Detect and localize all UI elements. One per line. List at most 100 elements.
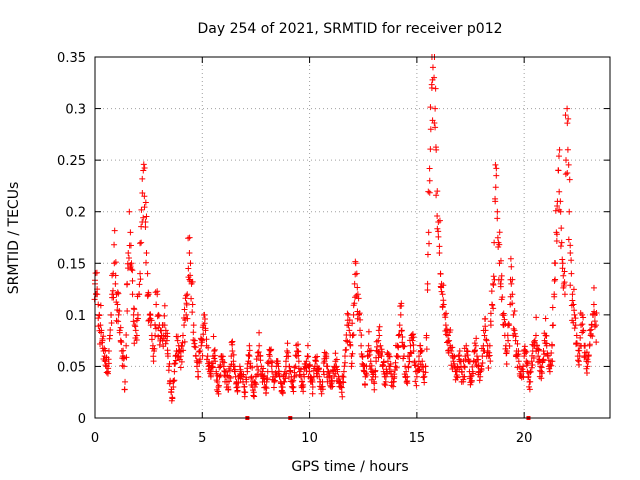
data-point [560, 272, 567, 279]
data-point [549, 358, 556, 365]
data-point [509, 276, 516, 283]
data-point [471, 340, 478, 347]
data-point [585, 352, 592, 359]
data-point [565, 236, 572, 243]
data-point [262, 384, 269, 391]
data-point [467, 381, 474, 388]
data-point [141, 204, 148, 211]
data-point [556, 188, 563, 195]
data-point [99, 335, 106, 342]
data-point [143, 213, 150, 220]
data-point [148, 317, 155, 324]
data-point [229, 338, 236, 345]
data-point [384, 358, 391, 365]
data-point [97, 302, 104, 309]
data-point [362, 382, 369, 389]
data-point [185, 265, 192, 272]
data-point [128, 266, 135, 273]
data-point [521, 353, 528, 360]
data-point [458, 369, 465, 376]
data-point [424, 251, 431, 258]
data-point [174, 333, 181, 340]
data-point [186, 249, 193, 256]
data-point [255, 348, 262, 355]
data-point [421, 379, 428, 386]
data-point [359, 353, 366, 360]
data-point [562, 112, 569, 119]
data-point [111, 227, 118, 234]
data-point [561, 291, 568, 298]
data-point [120, 347, 127, 354]
data-point [124, 307, 131, 314]
data-point [561, 268, 568, 275]
data-point [126, 208, 133, 215]
data-point [487, 318, 494, 325]
data-point [448, 362, 455, 369]
data-point [240, 371, 247, 378]
data-point [571, 325, 578, 332]
data-point [100, 333, 107, 340]
data-point [266, 353, 273, 360]
data-point [504, 332, 511, 339]
data-point [403, 368, 410, 375]
data-point [434, 212, 441, 219]
data-point [515, 348, 522, 355]
data-point [326, 370, 333, 377]
data-point [303, 358, 310, 365]
data-point [583, 349, 590, 356]
data-point [528, 364, 535, 371]
data-point [487, 310, 494, 317]
data-point [340, 379, 347, 386]
data-point [410, 334, 417, 341]
data-point [197, 356, 204, 363]
data-point [137, 240, 144, 247]
data-point [478, 365, 485, 372]
data-point [211, 346, 218, 353]
data-point [264, 375, 271, 382]
data-point [341, 363, 348, 370]
data-point [103, 369, 110, 376]
data-point [548, 341, 555, 348]
data-point [191, 340, 198, 347]
data-point [187, 272, 194, 279]
data-point [463, 342, 470, 349]
data-point [580, 314, 587, 321]
data-point [204, 353, 211, 360]
data-point [520, 363, 527, 370]
data-point [556, 146, 563, 153]
data-point [346, 316, 353, 323]
data-point [567, 242, 574, 249]
data-point [256, 342, 263, 349]
data-point [226, 367, 233, 374]
data-point [347, 341, 354, 348]
data-point [338, 383, 345, 390]
data-point [333, 356, 340, 363]
data-point [416, 353, 423, 360]
data-point [489, 302, 496, 309]
data-point [104, 370, 111, 377]
data-point [349, 332, 356, 339]
data-point [235, 379, 242, 386]
data-point [102, 362, 109, 369]
data-point [426, 177, 433, 184]
data-point [96, 312, 103, 319]
data-point [140, 214, 147, 221]
data-point [365, 342, 372, 349]
data-point [410, 342, 417, 349]
data-point [136, 291, 143, 298]
data-point [395, 344, 402, 351]
data-point [105, 365, 112, 372]
data-point [417, 349, 424, 356]
data-point [462, 356, 469, 363]
data-point [401, 343, 408, 350]
data-point [481, 332, 488, 339]
data-point [490, 273, 497, 280]
data-point [137, 270, 144, 277]
data-point [262, 390, 269, 397]
data-point [252, 379, 259, 386]
data-point [407, 342, 414, 349]
data-point [295, 358, 302, 365]
data-point [486, 352, 493, 359]
data-point [355, 311, 362, 318]
data-point [371, 386, 378, 393]
